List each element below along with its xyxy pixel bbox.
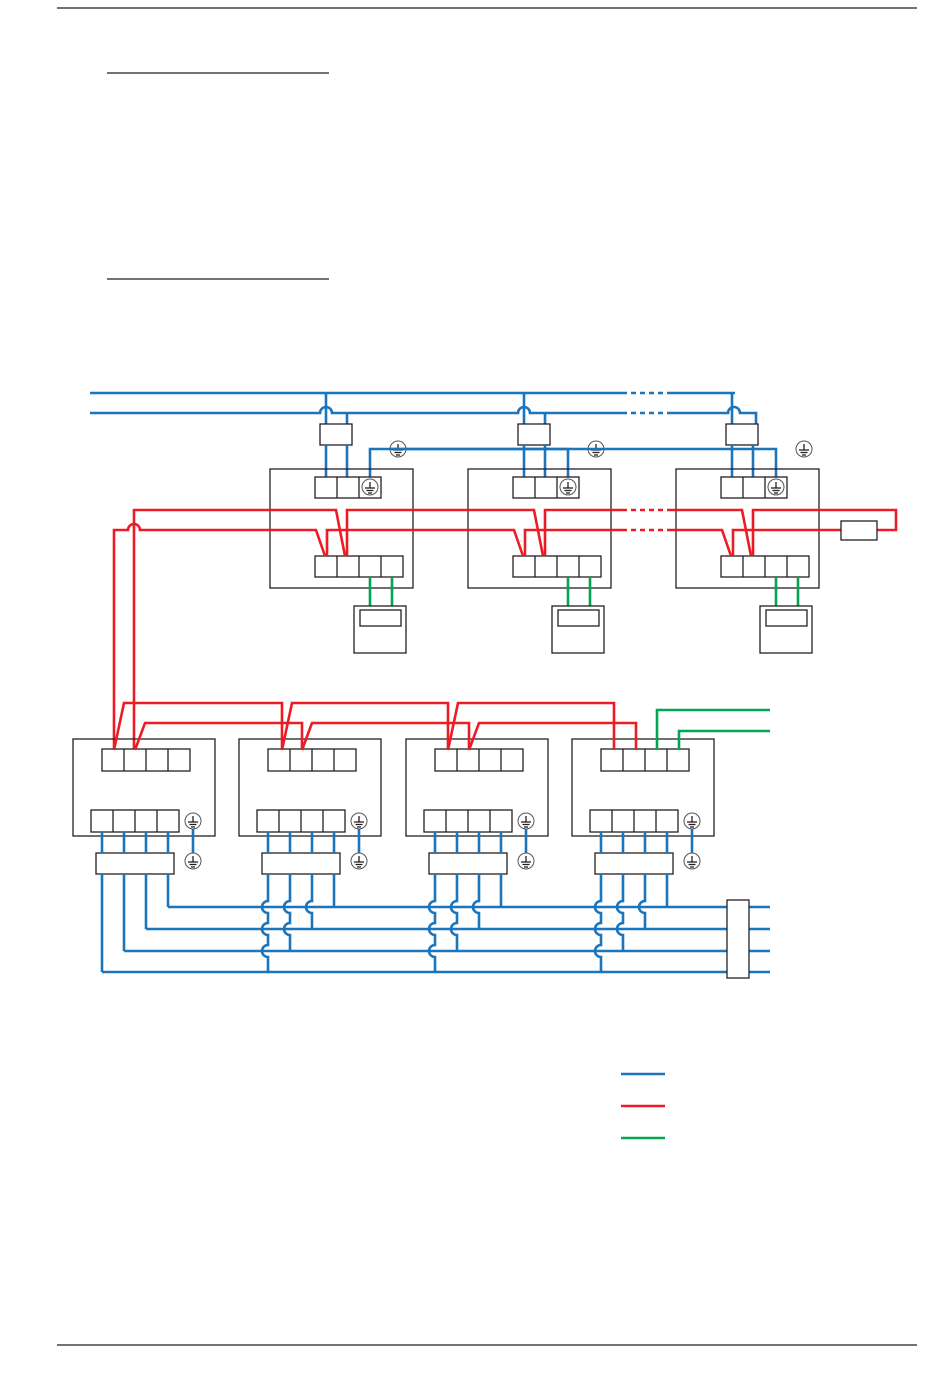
outdoor-control-terminal <box>600 748 690 772</box>
breaker-box <box>319 423 353 446</box>
outdoor-control-terminal <box>267 748 357 772</box>
remote-controller-screen <box>765 609 808 627</box>
indoor-control-terminal <box>720 555 810 578</box>
power-bus-line-2 <box>90 405 622 415</box>
control-wire-outdoor-a <box>112 701 284 751</box>
ground-icon <box>683 852 701 870</box>
breaker-box <box>517 423 551 446</box>
outdoor-breaker <box>261 852 341 875</box>
outdoor-control-terminal <box>434 748 524 772</box>
power-bus-line-2 <box>668 405 758 424</box>
control-wire-b <box>325 528 525 557</box>
control-wire-outdoor-b <box>300 721 471 751</box>
ground-icon <box>767 478 785 496</box>
ground-icon <box>184 852 202 870</box>
ground-wire <box>390 447 778 477</box>
control-wire-b <box>731 528 841 556</box>
indoor-unit <box>269 468 414 589</box>
main-breaker <box>726 899 750 979</box>
outdoor-power-terminal <box>90 809 180 833</box>
outdoor-unit <box>571 738 715 837</box>
outdoor-breaker <box>95 852 175 875</box>
outdoor-breaker <box>428 852 508 875</box>
ground-icon <box>683 812 701 830</box>
outdoor-unit <box>405 738 549 837</box>
external-signal-wire <box>655 708 770 750</box>
control-wire-outdoor-a <box>446 701 616 751</box>
terminator-resistor <box>840 520 878 541</box>
power-feed <box>593 874 603 972</box>
power-feed <box>282 874 292 951</box>
ground-icon <box>559 478 577 496</box>
control-wire-a <box>668 508 753 557</box>
control-wire-outdoor-a <box>280 701 450 751</box>
ground-wire <box>368 447 390 477</box>
ground-icon <box>517 852 535 870</box>
indoor-control-terminal <box>512 555 602 578</box>
ground-icon <box>361 478 379 496</box>
ground-icon <box>795 440 813 458</box>
outdoor-power-terminal <box>589 809 679 833</box>
control-wire-a <box>132 508 347 750</box>
outdoor-power-terminal <box>423 809 513 833</box>
power-feed <box>260 874 270 972</box>
power-feed <box>427 874 437 972</box>
outdoor-power-terminal <box>256 809 346 833</box>
power-feed <box>615 874 625 951</box>
remote-controller-screen <box>359 609 402 627</box>
ground-icon <box>350 812 368 830</box>
power-feed <box>637 874 647 929</box>
control-wire-a <box>751 508 898 556</box>
outdoor-control-terminal <box>101 748 191 772</box>
control-wire-b <box>668 528 733 557</box>
ground-icon <box>517 812 535 830</box>
outdoor-unit <box>238 738 382 837</box>
indoor-control-terminal <box>314 555 404 578</box>
control-wire-outdoor-b <box>467 721 638 751</box>
outdoor-breaker <box>594 852 674 875</box>
control-wire-a <box>543 508 622 556</box>
ground-icon <box>184 812 202 830</box>
remote-controller-screen <box>557 609 600 627</box>
control-wire-b <box>523 528 622 556</box>
indoor-unit <box>675 468 820 589</box>
breaker-box <box>725 423 759 446</box>
control-wire-b <box>112 522 327 750</box>
power-feed <box>304 874 314 929</box>
control-wire-a <box>345 508 545 557</box>
ground-wire <box>390 447 570 477</box>
control-wire-outdoor-b <box>133 721 304 751</box>
power-feed <box>449 874 459 951</box>
indoor-unit <box>467 468 612 589</box>
power-feed <box>471 874 481 929</box>
outdoor-unit <box>72 738 216 837</box>
external-signal-wire <box>677 729 770 750</box>
ground-icon <box>350 852 368 870</box>
